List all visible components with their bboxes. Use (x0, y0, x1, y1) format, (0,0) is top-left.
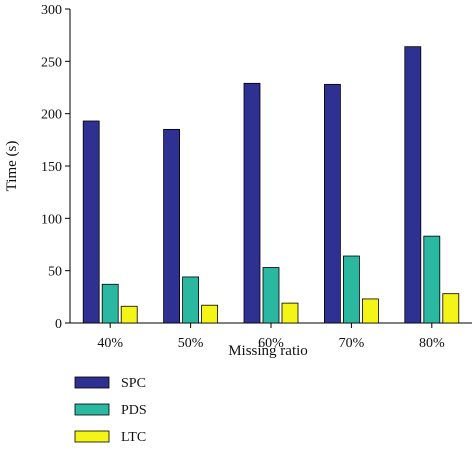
y-tick-label-200: 200 (41, 108, 62, 123)
y-tick-label-100: 100 (41, 212, 62, 227)
bar-pds-3 (342, 255, 360, 324)
legend-label-pds: PDS (121, 403, 147, 418)
bar-ltc-0 (120, 305, 138, 324)
legend: SPC PDS LTC (74, 376, 147, 445)
legend-label-ltc: LTC (121, 430, 146, 445)
bar-ltc-3 (361, 298, 379, 324)
legend-swatch-ltc (74, 430, 110, 443)
bar-spc-4 (404, 46, 422, 324)
bar-spc-0 (82, 120, 100, 324)
y-tick-label-250: 250 (41, 55, 62, 70)
x-tick-label-2: 60% (258, 336, 284, 351)
x-tick-label-3: 70% (339, 336, 365, 351)
x-axis-label: Missing ratio (228, 343, 308, 359)
legend-swatch-spc (74, 376, 110, 389)
y-tick-label-50: 50 (48, 265, 62, 280)
bar-ltc-1 (201, 304, 219, 324)
legend-label-spc: SPC (121, 376, 146, 391)
y-tick-label-150: 150 (41, 160, 62, 175)
bar-pds-0 (101, 283, 119, 324)
bar-ltc-2 (281, 302, 299, 324)
x-tick-label-1: 50% (178, 336, 204, 351)
y-tick-label-300: 300 (41, 3, 62, 18)
bar-spc-3 (323, 83, 341, 324)
bar-pds-1 (182, 276, 200, 324)
x-tick-label-0: 40% (97, 336, 123, 351)
y-axis-label: Time (s) (4, 141, 20, 192)
plot-area: 0 50 100 150 200 250 300 40% 50% 60% 70% 80% (41, 3, 472, 351)
bar-spc-1 (163, 128, 181, 324)
bar-pds-2 (262, 267, 280, 324)
bar-pds-4 (423, 235, 441, 324)
bar-spc-2 (243, 82, 261, 324)
y-tick-label-0: 0 (55, 317, 62, 332)
legend-swatch-pds (74, 403, 110, 416)
bar-ltc-4 (442, 293, 460, 324)
x-tick-label-4: 80% (419, 336, 445, 351)
